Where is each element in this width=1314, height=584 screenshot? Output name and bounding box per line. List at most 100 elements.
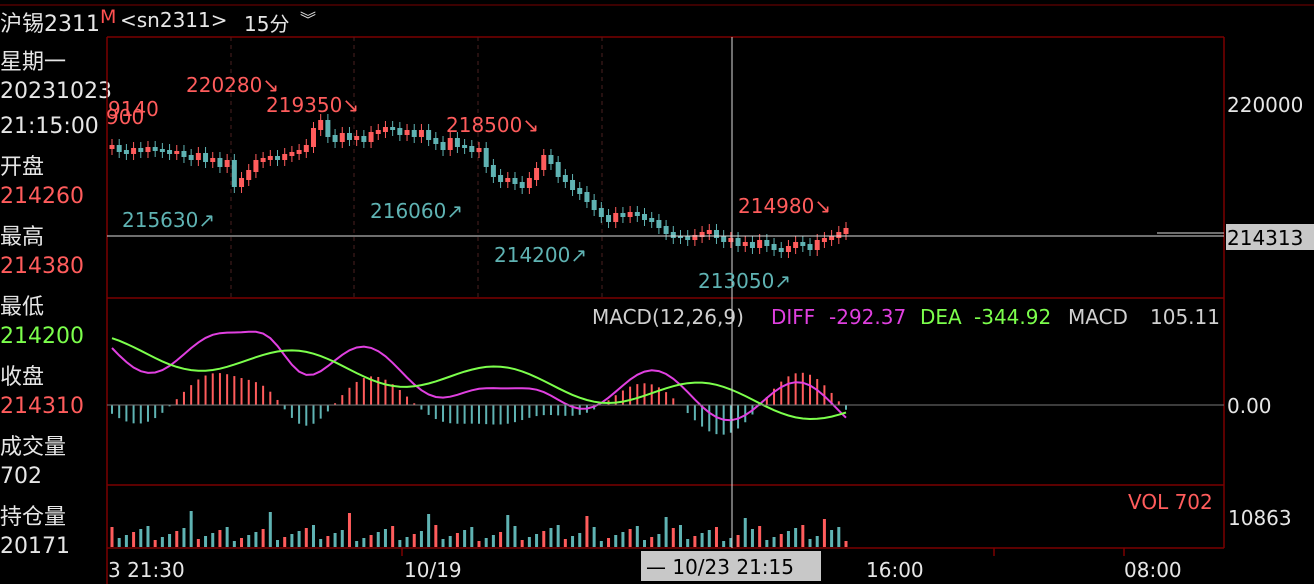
candle-body [404,130,410,135]
current-price-box [1226,224,1314,250]
volume-bar [808,539,812,547]
volume-value: 702 [0,464,42,489]
candle-body [814,240,820,250]
open-interest-label: 持仓量 [0,505,67,530]
volume-bar [484,538,488,547]
candle-body [699,232,705,237]
period-selector[interactable]: 15分 [244,12,290,36]
candle-body [483,148,489,167]
candle-body [570,180,576,190]
candle-body [591,200,597,210]
candle-body [735,238,741,246]
candle-body [706,230,712,234]
volume-bar [722,541,726,547]
chart-frame [0,4,1314,584]
volume-bar [132,532,136,547]
volume-bar [153,540,157,547]
candle-body [670,232,676,238]
open-label: 开盘 [0,155,45,180]
candle-body [361,136,367,142]
volume-bar [175,531,179,547]
time-gridlines [230,37,603,298]
volume-bar [297,531,301,547]
time-axis: 3 21:30 10/19 — 10/23 21:15 16:00 08:00 [108,551,1182,582]
candle-body [584,192,590,202]
volume-bar [499,532,503,547]
candle-body [713,230,719,238]
candle-body [829,236,835,240]
annot-high-220280: 220280↘ [186,73,279,97]
volume-legend: VOL 702 [1128,490,1213,514]
candle-body [541,155,547,170]
volume-bar [434,525,438,547]
volume-bar [491,535,495,547]
main-contract-badge: M [100,6,117,28]
volume-bar [405,537,409,547]
candle-body [289,152,295,156]
symbol-title[interactable]: 沪锡2311 [0,12,100,37]
volume-bar [355,541,359,547]
volume-bar [232,541,236,547]
price-tick-220000: 220000 [1227,93,1303,117]
volume-bar [585,516,589,547]
volume-bar [563,539,567,547]
candle-body [253,160,259,172]
open-interest-value: 20171 [0,534,70,559]
candle-body [296,150,302,154]
symbol-code[interactable]: <sn2311> [120,8,228,32]
candle-body [224,160,230,167]
volume-bar [139,529,143,547]
candle-body [778,248,784,252]
volume-bar [628,529,632,547]
candle-body [663,226,669,234]
volume-bar [779,534,783,547]
candle-body [390,127,396,130]
volume-bar [319,539,323,547]
volume-bar [686,539,690,547]
price-annotations: 9140 900 220280↘ 219350↘ 218500↘ 214980↘… [106,73,831,293]
macd-label: MACD [1068,305,1128,329]
candle-body [339,133,345,142]
candle-body [843,228,849,234]
diff-label: DIFF [771,305,815,329]
volume-bar [513,526,517,547]
chart-header: 沪锡2311 M <sn2311> 15分 ︾ [0,0,1314,37]
high-label: 最高 [0,225,45,250]
candle-body [159,149,165,152]
macd-title: MACD(12,26,9) [592,305,744,329]
volume-bar [168,534,172,547]
dea-line [111,337,847,421]
candle-body [426,130,432,140]
volume-bar [196,539,200,547]
candle-body [231,160,237,187]
volume-bar [830,530,834,547]
annot-low-214200: 214200↗ [494,243,587,267]
annot-low-215630: 215630↗ [122,208,215,232]
volume-bar [340,530,344,547]
volume-axis-tick: 10863 [1228,506,1292,530]
candle-body [109,145,115,149]
macd-legend: MACD(12,26,9) DIFF -292.37 DEA -344.92 M… [592,305,1220,329]
candle-body [181,151,187,157]
candle-body [469,146,475,152]
volume-bar [268,512,272,547]
chevron-down-icon[interactable]: ︾ [300,10,317,29]
volume-bar [311,525,315,547]
volume-bar [578,533,582,547]
volume-bar [556,525,560,547]
volume-bar [261,529,265,547]
candle-body [131,148,137,154]
volume-bar [189,511,193,547]
candle-body [195,153,201,160]
volume-bar [276,540,280,547]
volume-bar [643,540,647,547]
candle-body [562,175,568,182]
volume-bar [441,539,445,547]
candle-body [332,135,338,142]
candle-body [764,240,770,246]
candle-body [116,145,122,152]
candle-body [282,154,288,160]
candle-body [548,155,554,164]
candle-body [742,242,748,246]
